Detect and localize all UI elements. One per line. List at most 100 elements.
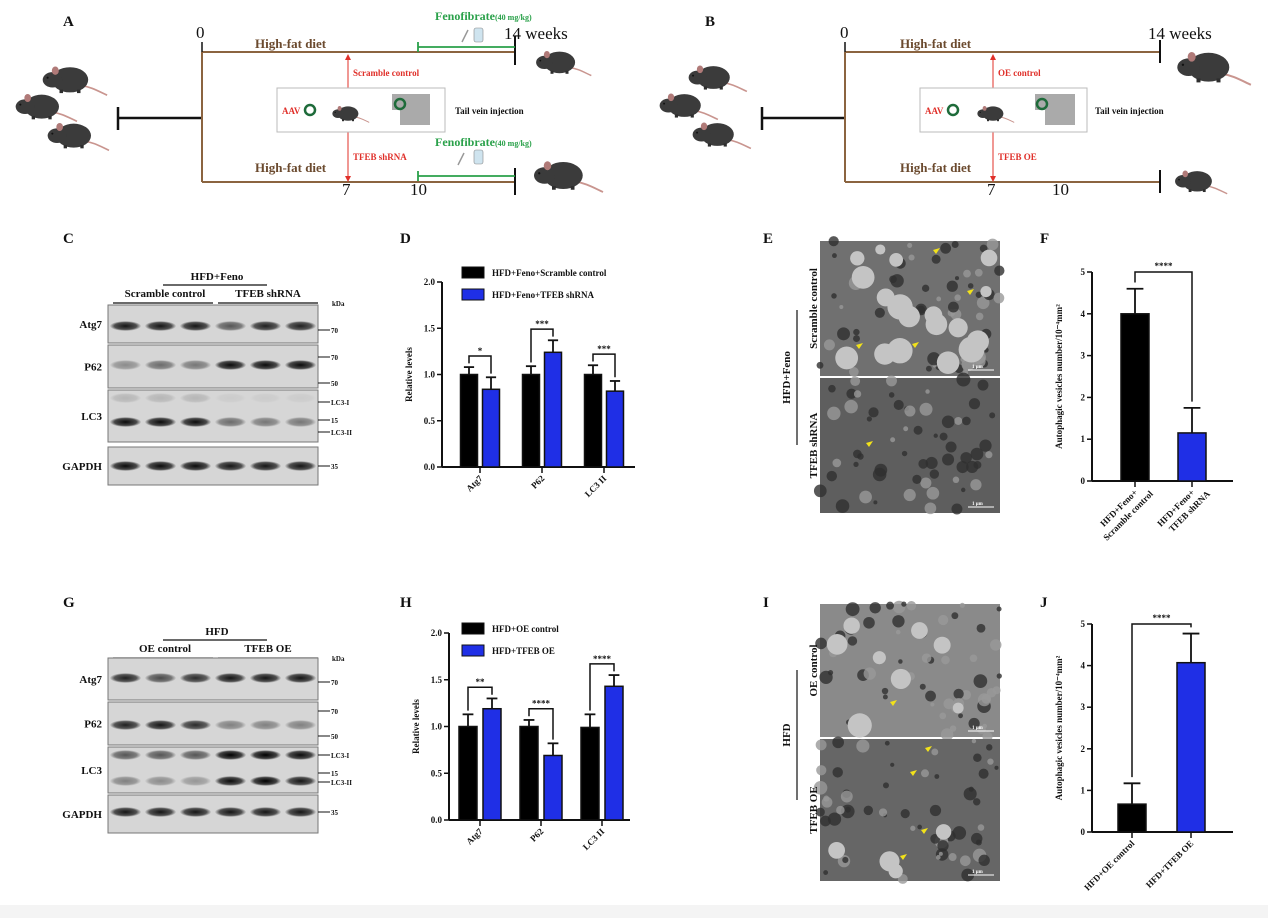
blot-row-label: GAPDH xyxy=(62,809,102,821)
organelle xyxy=(952,826,967,840)
organelle xyxy=(986,744,993,751)
organelle xyxy=(937,840,949,852)
protein-band xyxy=(144,417,177,427)
organelle xyxy=(936,296,942,302)
protein-band xyxy=(109,750,142,760)
organelle xyxy=(939,432,948,441)
organelle xyxy=(863,667,876,680)
lipid-droplet xyxy=(847,713,872,738)
y-tick-label: 0 xyxy=(1081,476,1086,486)
protein-band xyxy=(284,321,317,331)
organelle xyxy=(926,486,940,500)
legend-swatch xyxy=(461,266,485,279)
mouse-icon xyxy=(691,121,752,150)
organelle xyxy=(868,407,879,418)
lipid-droplet xyxy=(828,841,846,859)
organelle xyxy=(958,713,963,719)
bar xyxy=(1117,803,1147,833)
group1-label: OE control xyxy=(139,643,191,655)
aav-icon xyxy=(1035,97,1049,111)
organelle xyxy=(956,461,969,474)
organelle xyxy=(844,399,858,414)
bar xyxy=(481,388,501,468)
organelle xyxy=(986,238,999,251)
protein-band xyxy=(109,807,142,817)
bar xyxy=(1120,313,1150,482)
protein-band xyxy=(249,720,282,730)
protein-band xyxy=(109,321,142,331)
organelle xyxy=(920,477,932,489)
x-tick-label: HFD+Feno+Scramble control xyxy=(1093,480,1156,543)
bar xyxy=(580,726,600,821)
organelle xyxy=(840,790,853,803)
organelle xyxy=(996,606,1002,612)
organelle xyxy=(959,602,965,608)
organelle xyxy=(815,807,825,817)
y-tick-label: 1 xyxy=(1081,785,1086,795)
protein-band xyxy=(144,393,177,403)
organelle xyxy=(979,244,988,253)
panel-label-d: D xyxy=(400,231,411,247)
scale-bar-label: 1 μm xyxy=(972,502,984,507)
time-0: 0 xyxy=(196,23,205,42)
organelle xyxy=(993,292,1005,304)
organelle xyxy=(886,601,895,610)
organelle xyxy=(940,728,954,741)
drug-label-bottom: Fenofibrate(40 mg/kg) xyxy=(435,135,532,149)
blot-row-label: LC3 xyxy=(81,765,102,777)
group-bottom-label: TFEB OE xyxy=(808,786,820,833)
organelle xyxy=(846,388,857,399)
significance-bracket xyxy=(467,686,493,711)
lipid-droplet xyxy=(835,346,859,370)
organelle xyxy=(975,291,982,298)
protein-band xyxy=(109,393,142,403)
marker-label: 70 xyxy=(331,354,339,362)
protein-band xyxy=(179,417,212,427)
em-images-e: 1 μm 1 μm Scramble control TFEB shRNA HFD+Fe… xyxy=(781,236,1005,515)
organelle xyxy=(954,276,960,281)
lipid-droplet xyxy=(890,668,911,689)
organelle xyxy=(832,767,843,778)
organelle xyxy=(953,688,964,700)
time-end: 14 weeks xyxy=(504,24,568,43)
arrowhead-icon xyxy=(910,770,917,776)
bar-chart-h: 0.0 0.5 1.0 1.5 2.0 Relative levels HFD+OE con… xyxy=(411,622,630,852)
organelle xyxy=(982,723,988,729)
protein-band xyxy=(179,393,212,403)
blot-strip-gapdh xyxy=(107,446,319,486)
organelle xyxy=(938,851,943,856)
page-footer-strip xyxy=(0,905,1268,918)
drug-label-top: Fenofibrate(40 mg/kg) xyxy=(435,9,532,23)
lipid-droplet xyxy=(980,249,998,267)
blot-strip-p62 xyxy=(107,344,319,389)
organelle xyxy=(893,399,904,410)
organelle xyxy=(943,698,955,710)
organelle xyxy=(990,639,1002,651)
marker-label: 70 xyxy=(331,679,339,687)
organelle xyxy=(969,654,978,663)
panel-label-a: A xyxy=(63,14,74,30)
organelle xyxy=(973,674,988,688)
blot-row-label: P62 xyxy=(84,362,102,374)
protein-band xyxy=(144,720,177,730)
organelle xyxy=(941,655,950,665)
organelle xyxy=(836,805,845,815)
marker-label: 35 xyxy=(331,809,339,817)
protein-band xyxy=(109,461,142,471)
marker-label: 50 xyxy=(331,380,339,388)
lipid-droplet xyxy=(872,651,886,665)
mouse-icon xyxy=(687,64,748,93)
organelle xyxy=(925,456,938,470)
arrowhead-icon xyxy=(900,854,907,860)
organelle xyxy=(973,753,982,763)
bar-chart-f: 0 1 2 3 4 5 Autophagic vesicles number/10⁻⁴mm²… xyxy=(1054,261,1233,543)
significance-bracket xyxy=(468,355,492,374)
western-blot-g: HFD OE control TFEB OE kDa Atg7 70 P62 70 50 LC3 L… xyxy=(62,626,352,834)
organelle xyxy=(962,416,971,426)
organelle xyxy=(890,762,895,767)
x-tick-label: HFD+OE control xyxy=(1082,838,1137,893)
organelle xyxy=(951,503,963,515)
arrowhead-icon xyxy=(921,828,928,834)
organelle xyxy=(853,390,862,398)
